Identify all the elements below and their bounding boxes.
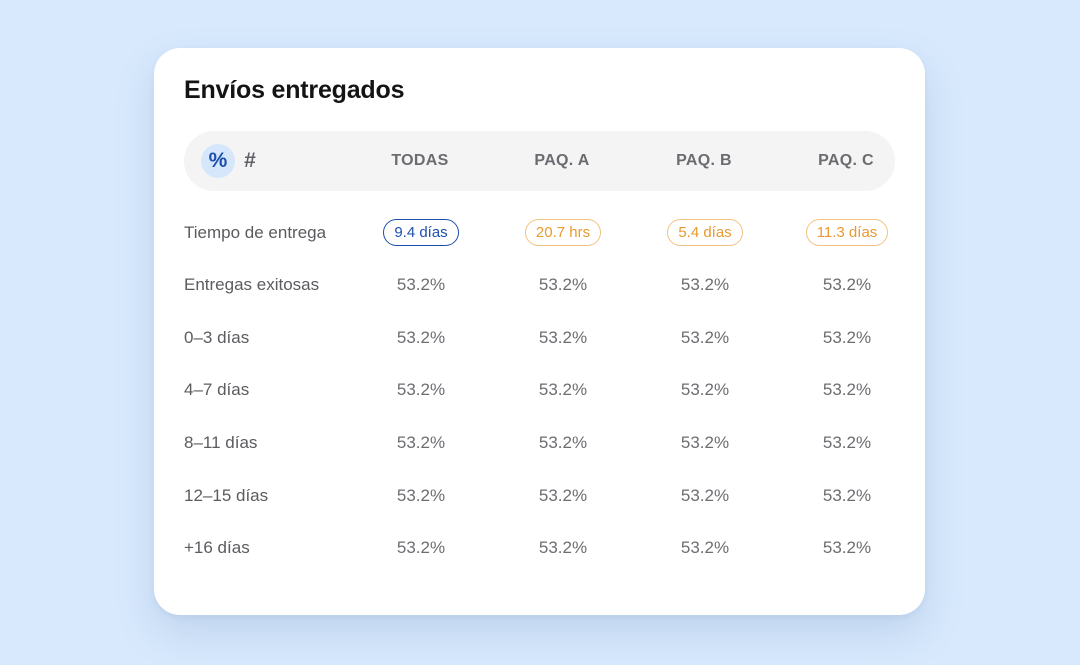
table-cell: 53.2% (396, 433, 446, 452)
table-cell: 53.2% (396, 380, 446, 399)
table-cell: 53.2% (538, 433, 588, 452)
table-cell: 53.2% (538, 486, 588, 505)
table-row-16-plus-days: +16 días 53.2% 53.2% 53.2% 53.2% (184, 533, 895, 563)
table-header: % # TODAS PAQ. A PAQ. B PAQ. C (184, 131, 895, 191)
table-cell: 20.7 hrs (503, 217, 623, 247)
table-cell: 53.2% (538, 275, 588, 294)
table-cell: 53.2% (822, 433, 872, 452)
table-cell: 53.2% (680, 380, 730, 399)
table-row-4-7-days: 4–7 días 53.2% 53.2% 53.2% 53.2% (184, 375, 895, 405)
row-label: 8–11 días (184, 433, 258, 452)
column-header-paq-b[interactable]: PAQ. B (676, 152, 732, 169)
count-toggle-button[interactable]: # (244, 149, 256, 172)
row-label: +16 días (184, 538, 250, 557)
table-cell: 53.2% (680, 486, 730, 505)
table-cell: 53.2% (822, 380, 872, 399)
table-row-0-3-days: 0–3 días 53.2% 53.2% 53.2% 53.2% (184, 323, 895, 353)
table-cell: 53.2% (822, 538, 872, 557)
table-row-12-15-days: 12–15 días 53.2% 53.2% 53.2% 53.2% (184, 481, 895, 511)
table-cell: 9.4 días (361, 217, 481, 247)
table-cell: 53.2% (680, 538, 730, 557)
delivered-shipments-card: Envíos entregados % # TODAS PAQ. A PAQ. … (154, 48, 925, 615)
row-label: 4–7 días (184, 380, 250, 399)
column-header-todas[interactable]: TODAS (391, 152, 449, 169)
column-header-paq-a[interactable]: PAQ. A (534, 152, 590, 169)
table-row-delivery-time: Tiempo de entrega 9.4 días 20.7 hrs 5.4 … (184, 217, 895, 247)
table-cell: 53.2% (822, 328, 872, 347)
table-cell: 53.2% (680, 433, 730, 452)
percent-toggle-button[interactable]: % (201, 144, 235, 178)
card-title: Envíos entregados (184, 76, 405, 104)
table-cell: 5.4 días (645, 217, 765, 247)
row-label: 12–15 días (184, 486, 269, 505)
value-badge: 20.7 hrs (524, 219, 602, 247)
table-cell: 53.2% (680, 275, 730, 294)
table-cell: 53.2% (822, 486, 872, 505)
value-badge: 11.3 días (805, 219, 889, 247)
value-badge: 9.4 días (383, 219, 459, 247)
display-mode-toggle: % # (201, 143, 265, 179)
table-cell: 53.2% (538, 538, 588, 557)
value-badge: 5.4 días (667, 219, 743, 247)
table-cell: 53.2% (822, 275, 872, 294)
row-label: 0–3 días (184, 328, 250, 347)
row-label: Entregas exitosas (184, 275, 320, 294)
table-row-8-11-days: 8–11 días 53.2% 53.2% 53.2% 53.2% (184, 428, 895, 458)
table-cell: 53.2% (396, 538, 446, 557)
table-cell: 53.2% (396, 328, 446, 347)
table-cell: 53.2% (680, 328, 730, 347)
table-row-successful-deliveries: Entregas exitosas 53.2% 53.2% 53.2% 53.2… (184, 270, 895, 300)
row-label: Tiempo de entrega (184, 223, 327, 242)
table-cell: 53.2% (538, 380, 588, 399)
table-cell: 53.2% (396, 275, 446, 294)
column-header-paq-c[interactable]: PAQ. C (818, 152, 874, 169)
table-cell: 53.2% (538, 328, 588, 347)
table-cell: 53.2% (396, 486, 446, 505)
table-cell: 11.3 días (787, 217, 907, 247)
